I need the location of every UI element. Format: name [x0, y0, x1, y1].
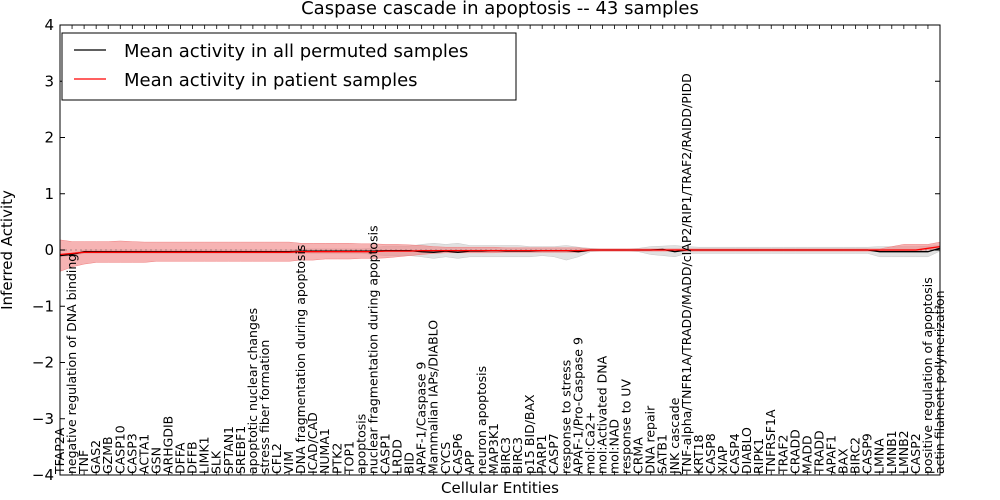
x-tick-label: apoptotic nuclear changes [245, 308, 260, 474]
x-tick-label: BID [402, 452, 417, 474]
x-tick-label: CRADD [787, 429, 802, 474]
x-tick-label: CASP1 [378, 433, 393, 474]
x-tick-label: APAF-1/Pro-Caspase 9 [570, 337, 585, 474]
y-tick-label: −4 [32, 466, 54, 484]
x-tick-label: NUMA1 [317, 428, 332, 474]
x-tick-label: CASP6 [450, 433, 465, 474]
x-tick-label: CASP10 [112, 425, 127, 474]
legend: Mean activity in all permuted samples Me… [61, 32, 517, 101]
x-tick-label: CASP8 [703, 433, 718, 474]
x-tick-label: CRMA [631, 437, 646, 474]
x-tick-label: mol:NAD [607, 419, 622, 474]
x-tick-label: LIMK1 [197, 436, 212, 474]
y-tick-label: −1 [32, 297, 54, 315]
x-tick-label: TNF-alpha/TNFR1A/TRADD/MADD/cIAP2/RIP1/T… [679, 73, 694, 475]
x-tick-label: APAF1 [824, 435, 839, 474]
x-tick-label: LRDD [390, 439, 405, 474]
x-tick-label: response to UV [619, 379, 634, 474]
x-tick-label: APP [462, 450, 477, 474]
x-tick-label: CASP4 [727, 433, 742, 474]
x-tick-label: PARP1 [534, 435, 549, 474]
y-tick-label: 3 [44, 72, 54, 90]
x-tick-label: GAS2 [88, 440, 103, 474]
x-tick-label: DIABLO [739, 427, 754, 474]
x-tick-label: TOP1 [341, 441, 356, 475]
x-tick-label: apoptosis [353, 414, 368, 474]
x-tick-label: GSN [148, 447, 163, 474]
x-tick-label: DNA fragmentation during apoptosis [293, 245, 308, 474]
x-tick-label: p15 BID/BAX [522, 394, 537, 474]
y-tick-label: 0 [44, 241, 54, 259]
x-tick-label: CASP9 [860, 433, 875, 474]
x-tick-label: LMNB2 [896, 430, 911, 474]
x-tick-label: SPTAN1 [221, 426, 236, 474]
x-tick-label: PTK2 [329, 443, 344, 474]
x-tick-label: JNK cascade [667, 397, 682, 475]
legend-box [61, 32, 517, 101]
x-tick-label: DFFA [173, 442, 188, 474]
x-tick-label: TNF [76, 450, 91, 475]
y-tick-label: −3 [32, 410, 54, 428]
x-tick-label: nuclear fragmentation during apoptosis [365, 225, 380, 474]
x-tick-label: SATB1 [655, 434, 670, 474]
x-tick-label: SLK [209, 450, 224, 474]
x-tick-label: CYCS [438, 442, 453, 474]
confidence-bands [59, 239, 941, 272]
x-axis-label: Cellular Entities [441, 479, 559, 497]
x-tick-label: Mammalian IAPs/DIABLO [426, 320, 441, 474]
y-axis-label: Inferred Activity [0, 190, 16, 310]
x-tick-label: CFL2 [269, 443, 284, 474]
x-tick-label: LMNB1 [884, 430, 899, 474]
x-tick-label: ACTA1 [136, 434, 151, 474]
x-tick-label: APAF-1/Caspase 9 [414, 362, 429, 474]
legend-label-patient: Mean activity in patient samples [124, 70, 418, 91]
x-tick-label: TFAP2A [52, 427, 67, 475]
x-tick-label: BIRC3 [510, 437, 525, 474]
x-tick-label: SREBF1 [233, 426, 248, 474]
x-tick-label: XIAP [715, 445, 730, 474]
x-tick-label: BAX [836, 448, 851, 474]
x-tick-label: GZMB [100, 436, 115, 474]
x-tick-label: actin filament polymerization [932, 290, 947, 474]
x-tick-label: MAP3K1 [486, 423, 501, 474]
x-tick-label: DFFB [185, 441, 200, 474]
y-tick-label: 1 [44, 185, 54, 203]
y-tick-label: −2 [32, 354, 54, 372]
x-tick-label: BIRC3 [498, 437, 513, 474]
series-line-patient [59, 245, 941, 256]
x-tick-label: TRAF2 [775, 434, 790, 475]
y-axis: −4 −3 −2 −1 0 1 2 3 4 [32, 16, 940, 484]
x-tick-label: stress fiber formation [257, 340, 272, 474]
x-tick-label: ARHGDIB [161, 416, 176, 474]
x-tick-label: positive regulation of apoptosis [920, 277, 935, 474]
x-tick-label: DNA repair [643, 405, 658, 474]
x-tick-label: mol:Activated DNA [595, 355, 610, 474]
x-tick-label: response to stress [558, 360, 573, 474]
x-tick-label: TRADD [812, 430, 827, 475]
series-lines [59, 245, 941, 257]
x-tick-label: CASP3 [124, 433, 139, 474]
x-tick-label: LMNA [872, 438, 887, 474]
x-tick-label: VIM [281, 451, 296, 474]
y-tick-label: 2 [44, 129, 54, 147]
x-tick-label: mol:Ca2+ [582, 412, 597, 474]
x-tick-label: TNFRSF1A [763, 409, 778, 475]
chart-title: Caspase cascade in apoptosis -- 43 sampl… [301, 0, 699, 19]
x-tick-label: CASP2 [908, 433, 923, 474]
x-tick-label: RIPK1 [751, 438, 766, 474]
legend-label-permuted: Mean activity in all permuted samples [124, 41, 468, 62]
x-tick-label: neuron apoptosis [474, 366, 489, 474]
x-tick-label: BIRC2 [848, 437, 863, 474]
x-tick-label: CASP7 [546, 433, 561, 474]
x-tick-label: negative regulation of DNA binding [64, 254, 79, 474]
y-tick-label: 4 [44, 16, 54, 34]
x-tick-label: MADD [799, 435, 814, 474]
x-tick-label: KRT18 [691, 434, 706, 474]
x-tick-label: ICAD/CAD [305, 412, 320, 474]
